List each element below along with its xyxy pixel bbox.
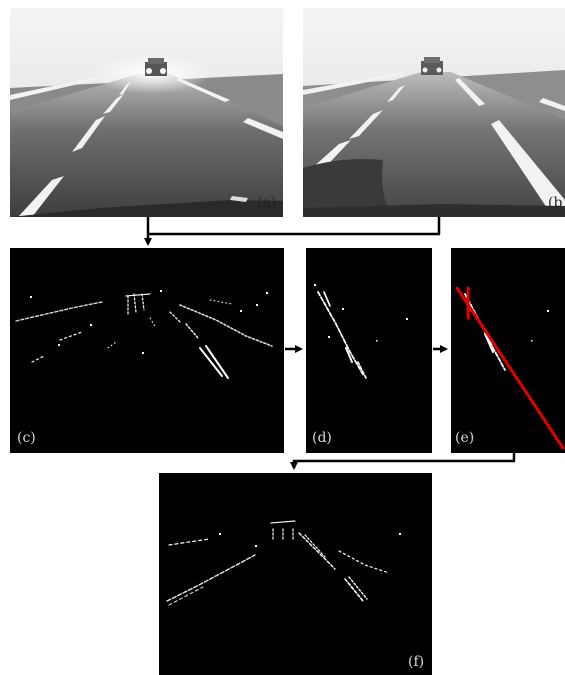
panel-label-c: (c)	[17, 430, 36, 446]
fitted-lane-line	[455, 286, 565, 450]
panel-c-edge-map: (c)	[10, 248, 284, 453]
edge-map-c	[15, 290, 273, 379]
panel-a-foggy-road-image: (a)	[10, 8, 283, 217]
lane-result-f	[166, 520, 401, 606]
panel-label-f: (f)	[408, 654, 425, 670]
panel-f-lane-result: (f)	[159, 473, 432, 675]
arrow-ab-to-c	[144, 217, 441, 246]
panel-label-a: (a)	[257, 195, 277, 211]
panel-label-d: (d)	[312, 430, 332, 446]
line-fit-e	[455, 286, 565, 450]
panel-label-e: (e)	[455, 430, 475, 446]
arrow-e-to-f	[290, 453, 516, 470]
panel-label-b: (b	[548, 195, 563, 211]
edge-crop-d	[314, 284, 408, 379]
foggy-road-photo-b	[303, 8, 565, 217]
panel-b-foggy-road-image: (b	[303, 8, 565, 217]
panel-e-line-fit: (e)	[451, 248, 565, 453]
foggy-road-photo-a	[10, 8, 283, 217]
panel-d-edge-crop: (d)	[306, 248, 432, 453]
